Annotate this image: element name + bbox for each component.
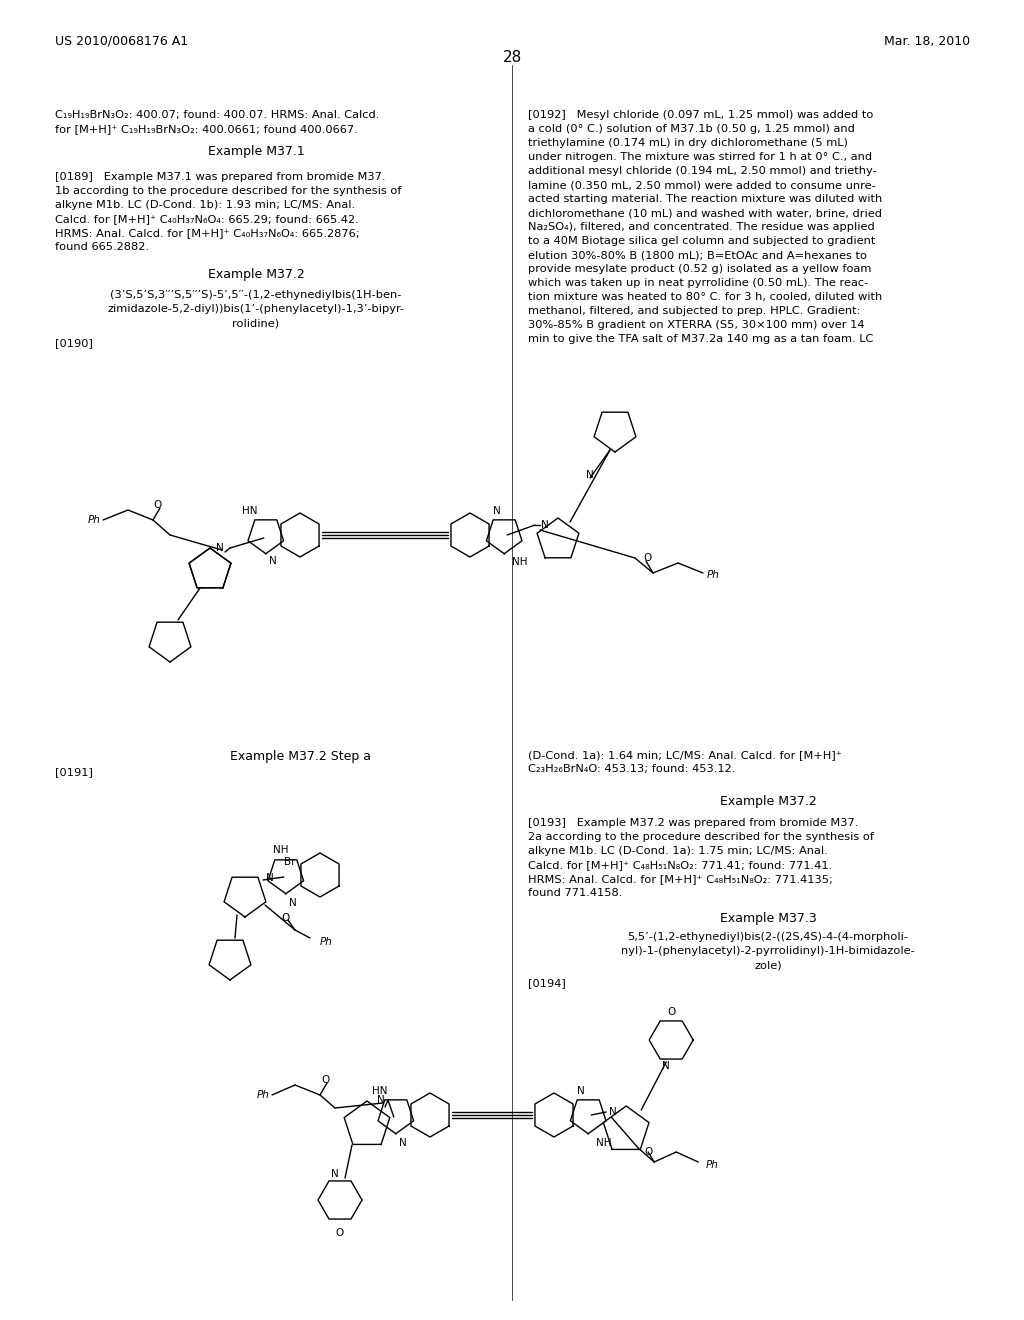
Text: NH: NH <box>596 1138 611 1147</box>
Text: Ph: Ph <box>257 1090 270 1100</box>
Text: zimidazole-5,2-diyl))bis(1’-(phenylacetyl)-1,3’-bipyr-: zimidazole-5,2-diyl))bis(1’-(phenylacety… <box>108 304 404 314</box>
Text: found 665.2882.: found 665.2882. <box>55 242 150 252</box>
Text: Example M37.2: Example M37.2 <box>208 268 304 281</box>
Text: provide mesylate product (0.52 g) isolated as a yellow foam: provide mesylate product (0.52 g) isolat… <box>528 264 871 275</box>
Text: min to give the TFA salt of M37.2a 140 mg as a tan foam. LC: min to give the TFA salt of M37.2a 140 m… <box>528 334 873 345</box>
Text: nyl)-1-(phenylacetyl)-2-pyrrolidinyl)-1H-bimidazole-: nyl)-1-(phenylacetyl)-2-pyrrolidinyl)-1H… <box>622 946 914 956</box>
Text: alkyne M1b. LC (D-Cond. 1a): 1.75 min; LC/MS: Anal.: alkyne M1b. LC (D-Cond. 1a): 1.75 min; L… <box>528 846 827 855</box>
Text: Calcd. for [M+H]⁺ C₄₀H₃₇N₆O₄: 665.29; found: 665.42.: Calcd. for [M+H]⁺ C₄₀H₃₇N₆O₄: 665.29; fo… <box>55 214 358 224</box>
Text: N: N <box>289 898 297 908</box>
Text: which was taken up in neat pyrrolidine (0.50 mL). The reac-: which was taken up in neat pyrrolidine (… <box>528 279 868 288</box>
Text: tion mixture was heated to 80° C. for 3 h, cooled, diluted with: tion mixture was heated to 80° C. for 3 … <box>528 292 883 302</box>
Text: rolidine): rolidine) <box>232 318 280 327</box>
Text: HN: HN <box>373 1086 388 1097</box>
Text: alkyne M1b. LC (D-Cond. 1b): 1.93 min; LC/MS: Anal.: alkyne M1b. LC (D-Cond. 1b): 1.93 min; L… <box>55 201 355 210</box>
Text: acted starting material. The reaction mixture was diluted with: acted starting material. The reaction mi… <box>528 194 883 205</box>
Text: [0190]: [0190] <box>55 338 93 348</box>
Text: [0194]: [0194] <box>528 978 565 987</box>
Text: C₁₉H₁₉BrN₃O₂: 400.07; found: 400.07. HRMS: Anal. Calcd.: C₁₉H₁₉BrN₃O₂: 400.07; found: 400.07. HRM… <box>55 110 379 120</box>
Text: NH: NH <box>512 557 527 566</box>
Text: N: N <box>663 1061 670 1071</box>
Text: 2a according to the procedure described for the synthesis of: 2a according to the procedure described … <box>528 832 874 842</box>
Text: C₂₃H₂₆BrN₄O: 453.13; found: 453.12.: C₂₃H₂₆BrN₄O: 453.13; found: 453.12. <box>528 764 735 774</box>
Text: HN: HN <box>243 507 258 516</box>
Text: N: N <box>609 1107 616 1117</box>
Text: triethylamine (0.174 mL) in dry dichloromethane (5 mL): triethylamine (0.174 mL) in dry dichloro… <box>528 139 848 148</box>
Text: O: O <box>644 553 652 564</box>
Text: (3’S,5’S,3′′’S,5′′’S)-5’,5′′-(1,2-ethynediylbis(1H-ben-: (3’S,5’S,3′′’S,5′′’S)-5’,5′′-(1,2-ethyne… <box>111 290 401 300</box>
Text: elution 30%-80% B (1800 mL); B=EtOAc and A=hexanes to: elution 30%-80% B (1800 mL); B=EtOAc and… <box>528 249 867 260</box>
Text: zole): zole) <box>755 960 781 970</box>
Text: N: N <box>494 507 501 516</box>
Text: lamine (0.350 mL, 2.50 mmol) were added to consume unre-: lamine (0.350 mL, 2.50 mmol) were added … <box>528 180 876 190</box>
Text: Example M37.1: Example M37.1 <box>208 145 304 158</box>
Text: 1b according to the procedure described for the synthesis of: 1b according to the procedure described … <box>55 186 401 195</box>
Text: N: N <box>377 1096 385 1105</box>
Text: 30%-85% B gradient on XTERRA (S5, 30×100 mm) over 14: 30%-85% B gradient on XTERRA (S5, 30×100… <box>528 319 864 330</box>
Text: Calcd. for [M+H]⁺ C₄₈H₅₁N₈O₂: 771.41; found: 771.41.: Calcd. for [M+H]⁺ C₄₈H₅₁N₈O₂: 771.41; fo… <box>528 861 833 870</box>
Text: NH: NH <box>273 845 289 855</box>
Text: [0189]   Example M37.1 was prepared from bromide M37.: [0189] Example M37.1 was prepared from b… <box>55 172 385 182</box>
Text: Mar. 18, 2010: Mar. 18, 2010 <box>884 36 970 48</box>
Text: O: O <box>321 1074 329 1085</box>
Text: N: N <box>578 1086 585 1097</box>
Text: to a 40M Biotage silica gel column and subjected to gradient: to a 40M Biotage silica gel column and s… <box>528 236 876 246</box>
Text: 28: 28 <box>503 50 521 65</box>
Text: a cold (0° C.) solution of M37.1b (0.50 g, 1.25 mmol) and: a cold (0° C.) solution of M37.1b (0.50 … <box>528 124 855 135</box>
Text: O: O <box>281 913 289 923</box>
Text: Ph: Ph <box>319 937 333 946</box>
Text: Ph: Ph <box>708 570 720 579</box>
Text: N: N <box>266 873 273 883</box>
Text: O: O <box>336 1228 344 1238</box>
Text: US 2010/0068176 A1: US 2010/0068176 A1 <box>55 36 188 48</box>
Text: additional mesyl chloride (0.194 mL, 2.50 mmol) and triethy-: additional mesyl chloride (0.194 mL, 2.5… <box>528 166 877 176</box>
Text: O: O <box>644 1147 652 1158</box>
Text: for [M+H]⁺ C₁₉H₁₉BrN₃O₂: 400.0661; found 400.0667.: for [M+H]⁺ C₁₉H₁₉BrN₃O₂: 400.0661; found… <box>55 124 357 135</box>
Text: N: N <box>331 1170 339 1179</box>
Text: dichloromethane (10 mL) and washed with water, brine, dried: dichloromethane (10 mL) and washed with … <box>528 209 882 218</box>
Text: [0191]: [0191] <box>55 767 93 777</box>
Text: [0192]   Mesyl chloride (0.097 mL, 1.25 mmol) was added to: [0192] Mesyl chloride (0.097 mL, 1.25 mm… <box>528 110 873 120</box>
Text: Example M37.3: Example M37.3 <box>720 912 816 925</box>
Text: Example M37.2: Example M37.2 <box>720 795 816 808</box>
Text: O: O <box>667 1007 675 1016</box>
Text: (D-Cond. 1a): 1.64 min; LC/MS: Anal. Calcd. for [M+H]⁺: (D-Cond. 1a): 1.64 min; LC/MS: Anal. Cal… <box>528 750 842 760</box>
Text: N: N <box>398 1138 407 1147</box>
Text: Ph: Ph <box>707 1160 719 1170</box>
Text: N: N <box>216 543 224 553</box>
Text: [0193]   Example M37.2 was prepared from bromide M37.: [0193] Example M37.2 was prepared from b… <box>528 818 858 828</box>
Text: N: N <box>541 520 549 531</box>
Text: HRMS: Anal. Calcd. for [M+H]⁺ C₄₀H₃₇N₆O₄: 665.2876;: HRMS: Anal. Calcd. for [M+H]⁺ C₄₀H₃₇N₆O₄… <box>55 228 359 238</box>
Text: HRMS: Anal. Calcd. for [M+H]⁺ C₄₈H₅₁N₈O₂: 771.4135;: HRMS: Anal. Calcd. for [M+H]⁺ C₄₈H₅₁N₈O₂… <box>528 874 833 884</box>
Text: N: N <box>269 556 276 566</box>
Text: Ph: Ph <box>88 515 101 525</box>
Text: under nitrogen. The mixture was stirred for 1 h at 0° C., and: under nitrogen. The mixture was stirred … <box>528 152 872 162</box>
Text: N: N <box>586 470 594 480</box>
Text: O: O <box>154 500 162 510</box>
Text: 5,5’-(1,2-ethynediyl)bis(2-((2S,4S)-4-(4-morpholi-: 5,5’-(1,2-ethynediyl)bis(2-((2S,4S)-4-(4… <box>628 932 908 942</box>
Text: Na₂SO₄), filtered, and concentrated. The residue was applied: Na₂SO₄), filtered, and concentrated. The… <box>528 222 874 232</box>
Text: Example M37.2 Step a: Example M37.2 Step a <box>230 750 371 763</box>
Text: found 771.4158.: found 771.4158. <box>528 888 623 898</box>
Text: methanol, filtered, and subjected to prep. HPLC. Gradient:: methanol, filtered, and subjected to pre… <box>528 306 860 315</box>
Text: Br: Br <box>285 857 296 867</box>
